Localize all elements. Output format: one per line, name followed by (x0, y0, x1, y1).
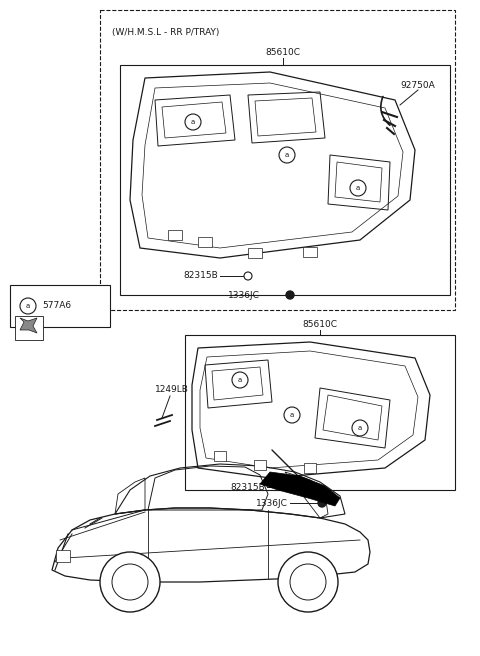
Circle shape (185, 114, 201, 130)
Text: 85610C: 85610C (302, 320, 337, 329)
Bar (120, 65, 450, 295)
Bar (254, 460, 266, 470)
Circle shape (284, 407, 300, 423)
Bar (10, 285, 110, 327)
Bar (304, 463, 316, 473)
Text: a: a (356, 185, 360, 191)
Circle shape (290, 564, 326, 600)
Text: a: a (238, 377, 242, 383)
Polygon shape (260, 472, 340, 506)
Text: 1336JC: 1336JC (228, 291, 260, 300)
Text: a: a (290, 412, 294, 418)
Bar (100, 10, 455, 310)
Bar (303, 247, 317, 257)
Bar (214, 451, 226, 461)
Circle shape (350, 180, 366, 196)
Text: a: a (285, 152, 289, 158)
Bar (198, 237, 212, 247)
Text: a: a (26, 303, 30, 309)
Text: 92750A: 92750A (400, 81, 435, 89)
Text: (W/H.M.S.L - RR P/TRAY): (W/H.M.S.L - RR P/TRAY) (112, 28, 219, 37)
Circle shape (112, 564, 148, 600)
Text: 82315B: 82315B (183, 272, 218, 281)
Circle shape (244, 272, 252, 280)
Text: 1336JC: 1336JC (256, 499, 288, 508)
Bar (15, 316, 43, 340)
Polygon shape (20, 318, 37, 333)
Circle shape (286, 291, 294, 299)
Circle shape (232, 372, 248, 388)
Text: a: a (358, 425, 362, 431)
Circle shape (20, 298, 36, 314)
Circle shape (279, 147, 295, 163)
Bar (185, 335, 455, 490)
Circle shape (100, 552, 160, 612)
Bar (168, 230, 182, 240)
Bar (248, 248, 262, 258)
Text: 1249LB: 1249LB (155, 386, 189, 394)
Text: 82315B: 82315B (230, 483, 265, 491)
Circle shape (278, 552, 338, 612)
Circle shape (318, 499, 326, 507)
Circle shape (352, 420, 368, 436)
Bar (56, 550, 70, 562)
Text: 577A6: 577A6 (42, 302, 71, 310)
Circle shape (295, 483, 303, 491)
Text: 85610C: 85610C (265, 48, 300, 57)
Text: a: a (191, 119, 195, 125)
